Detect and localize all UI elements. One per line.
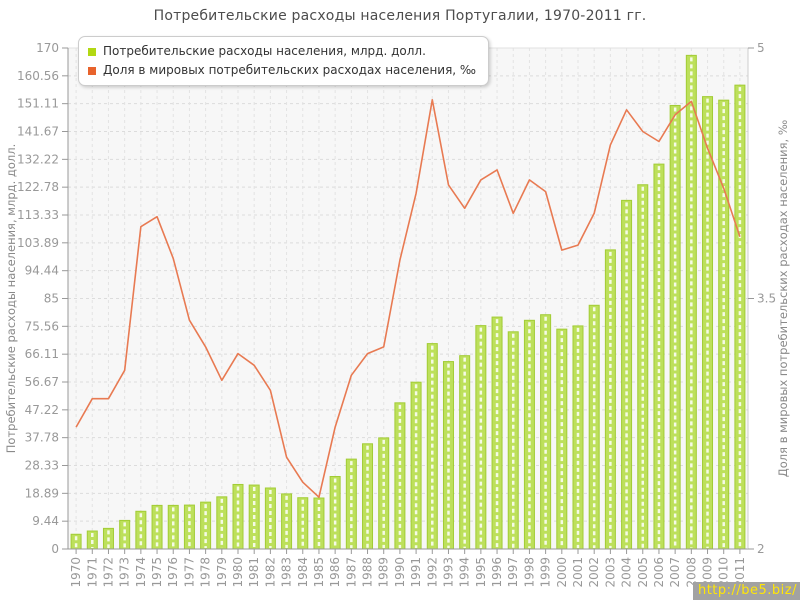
- right-axis-title: Доля в мировых потребительских расходах …: [776, 120, 790, 478]
- legend: Потребительские расходы населения, млрд.…: [78, 36, 490, 86]
- x-tick-label: 1992: [425, 557, 439, 588]
- legend-item-bars: Потребительские расходы населения, млрд.…: [88, 42, 476, 61]
- left-tick-label: 56.67: [25, 375, 59, 389]
- legend-swatch-bars-icon: [88, 47, 96, 56]
- x-tick-label: 1977: [182, 557, 196, 588]
- x-tick-label: 2009: [701, 557, 715, 588]
- x-tick-label: 1987: [344, 557, 358, 588]
- legend-label-bars: Потребительские расходы населения, млрд.…: [103, 44, 426, 58]
- x-tick-label: 1979: [215, 557, 229, 588]
- legend-swatch-line-icon: [88, 66, 96, 75]
- x-tick-label: 1984: [296, 557, 310, 588]
- left-tick-label: 0: [51, 542, 59, 556]
- left-tick-label: 28.33: [25, 459, 59, 473]
- left-tick-label: 113.33: [17, 208, 59, 222]
- x-tick-label: 1999: [539, 557, 553, 588]
- x-tick-label: 1970: [69, 557, 83, 588]
- right-axis-ticks: 23.55: [748, 41, 776, 556]
- left-tick-label: 75.56: [25, 319, 59, 333]
- gridlines-horizontal: [68, 47, 748, 550]
- left-tick-label: 9.44: [32, 514, 59, 528]
- x-tick-label: 2004: [620, 557, 634, 588]
- x-tick-label: 1978: [199, 557, 213, 588]
- x-tick-label: 2007: [668, 557, 682, 588]
- left-tick-label: 66.11: [25, 347, 59, 361]
- x-tick-label: 1974: [134, 557, 148, 588]
- x-tick-label: 1991: [409, 557, 423, 588]
- x-tick-label: 1998: [522, 557, 536, 588]
- x-tick-label: 2011: [733, 557, 747, 588]
- x-tick-label: 1989: [377, 557, 391, 588]
- left-tick-label: 141.67: [17, 124, 59, 138]
- x-tick-label: 1975: [150, 557, 164, 588]
- legend-item-line: Доля в мировых потребительских расходах …: [88, 61, 476, 80]
- x-tick-label: 2000: [555, 557, 569, 588]
- x-tick-label: 1985: [312, 557, 326, 588]
- right-tick-label: 5: [757, 41, 765, 55]
- x-tick-label: 2002: [587, 557, 601, 588]
- x-tick-label: 1997: [506, 557, 520, 588]
- left-tick-label: 160.56: [17, 69, 59, 83]
- x-tick-label: 1980: [231, 557, 245, 588]
- x-tick-label: 2001: [571, 557, 585, 588]
- left-tick-label: 122.78: [17, 180, 59, 194]
- x-tick-label: 2003: [603, 557, 617, 588]
- right-tick-label: 2: [757, 542, 765, 556]
- left-tick-label: 151.11: [17, 97, 59, 111]
- left-tick-label: 85: [44, 292, 59, 306]
- x-tick-label: 1990: [393, 557, 407, 588]
- left-tick-label: 94.44: [25, 264, 59, 278]
- watermark-link[interactable]: http://be5.biz/: [692, 582, 800, 600]
- left-axis-ticks: 0 9.44 18.89 28.33 37.78 47.22 56.67 66.11 75.56…: [17, 41, 68, 556]
- left-tick-label: 47.22: [25, 403, 59, 417]
- x-tick-label: 1988: [361, 557, 375, 588]
- x-tick-label: 1973: [118, 557, 132, 588]
- x-tick-label: 1982: [263, 557, 277, 588]
- x-tick-label: 1981: [247, 557, 261, 588]
- left-tick-label: 132.22: [17, 152, 59, 166]
- x-tick-label: 2005: [636, 557, 650, 588]
- line-series: [75, 99, 741, 499]
- x-tick-label: 1983: [280, 557, 294, 588]
- chart-title: Потребительские расходы населения Португ…: [153, 8, 647, 24]
- bars-series: [70, 54, 746, 550]
- left-tick-label: 170: [36, 41, 59, 55]
- x-tick-label: 1971: [85, 557, 99, 588]
- x-tick-label: 1986: [328, 557, 342, 588]
- x-tick-label: 1994: [458, 557, 472, 588]
- x-tick-label: 1993: [441, 557, 455, 588]
- legend-label-line: Доля в мировых потребительских расходах …: [103, 63, 477, 77]
- x-tick-label: 1976: [166, 557, 180, 588]
- x-tick-label: 1972: [101, 557, 115, 588]
- x-tick-label: 2010: [717, 557, 731, 588]
- left-tick-label: 18.89: [25, 486, 59, 500]
- x-tick-label: 1996: [490, 557, 504, 588]
- left-tick-label: 37.78: [25, 431, 59, 445]
- x-tick-label: 1995: [474, 557, 488, 588]
- x-axis-ticks: 1970 1971 1972 1973 1974 1975 1976 1977 1978 1979…: [69, 549, 747, 588]
- left-tick-label: 103.89: [17, 236, 59, 250]
- right-tick-label: 3.5: [757, 292, 776, 306]
- left-axis-title: Потребительские расходы населения, млрд.…: [4, 144, 18, 453]
- x-tick-label: 2006: [652, 557, 666, 588]
- x-tick-label: 2008: [684, 557, 698, 588]
